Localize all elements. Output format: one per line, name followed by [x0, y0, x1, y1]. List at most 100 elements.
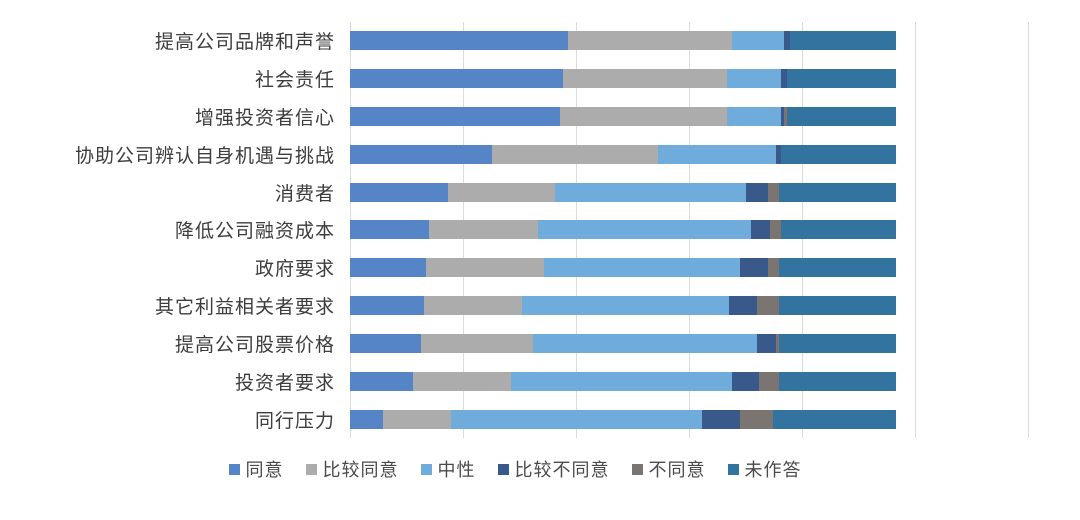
bar-segment-比较不同意 — [745, 182, 768, 202]
category-label: 社会责任 — [254, 70, 335, 92]
bar-segment-中性 — [451, 409, 703, 429]
bar-segment-未作答 — [789, 31, 896, 51]
bar-segment-比较同意 — [568, 31, 733, 51]
bar-segment-未作答 — [786, 69, 896, 89]
plot-area: 提高公司品牌和声誉社会责任增强投资者信心协助公司辨认自身机遇与挑战消费者降低公司… — [0, 22, 1029, 438]
legend-label: 未作答 — [744, 460, 802, 480]
bar-segment-同意 — [350, 144, 492, 164]
bar-segment-同意 — [350, 31, 569, 51]
bar-segment-比较不同意 — [740, 258, 768, 278]
chart-row: 降低公司融资成本 — [0, 211, 1028, 249]
bar-track — [350, 107, 1028, 127]
legend-swatch-icon — [497, 463, 509, 475]
bar-segment-中性 — [532, 333, 757, 353]
legend-swatch-icon — [727, 463, 739, 475]
bar-track — [350, 182, 1028, 202]
bar-segment-中性 — [726, 69, 782, 89]
bar-segment-同意 — [350, 409, 383, 429]
bar-segment-比较同意 — [382, 409, 451, 429]
category-label: 投资者要求 — [234, 372, 335, 394]
bar-segment-同意 — [350, 296, 424, 316]
bar-segment-中性 — [554, 182, 746, 202]
chart-row: 提高公司股票价格 — [0, 325, 1028, 363]
category-label: 消费者 — [274, 183, 335, 205]
legend-label: 不同意 — [648, 460, 706, 480]
bar-track — [350, 371, 1028, 391]
bar-segment-同意 — [350, 333, 421, 353]
bar-segment-比较同意 — [423, 296, 522, 316]
bar-segment-未作答 — [778, 333, 896, 353]
chart-row: 社会责任 — [0, 60, 1028, 98]
bar-segment-比较不同意 — [781, 69, 787, 89]
legend-swatch-icon — [228, 463, 240, 475]
chart-row: 消费者 — [0, 173, 1028, 211]
bar-segment-未作答 — [781, 220, 896, 240]
bar-segment-比较不同意 — [702, 409, 741, 429]
gridline — [914, 22, 916, 438]
legend-item-不同意: 不同意 — [631, 456, 706, 482]
bar-segment-未作答 — [778, 371, 896, 391]
bar-segment-不同意 — [756, 296, 779, 316]
bar-segment-比较同意 — [562, 69, 727, 89]
chart-row: 协助公司辨认自身机遇与挑战 — [0, 135, 1028, 173]
bar-track — [350, 333, 1028, 353]
bar-segment-不同意 — [767, 258, 779, 278]
chart-row: 政府要求 — [0, 249, 1028, 287]
bar-segment-比较不同意 — [775, 144, 782, 164]
bar-segment-比较不同意 — [732, 371, 760, 391]
bar-track — [350, 220, 1028, 240]
bar-segment-中性 — [511, 371, 733, 391]
bar-segment-比较不同意 — [751, 220, 771, 240]
chart-row: 增强投资者信心 — [0, 98, 1028, 136]
bar-segment-同意 — [350, 371, 413, 391]
bar-segment-同意 — [350, 107, 561, 127]
legend-item-同意: 同意 — [228, 456, 284, 482]
category-label: 降低公司融资成本 — [174, 221, 335, 243]
bar-segment-中性 — [543, 258, 741, 278]
gridline — [1028, 22, 1029, 438]
bar-track — [350, 31, 1028, 51]
legend-label: 比较不同意 — [514, 460, 610, 480]
bar-segment-不同意 — [784, 107, 787, 127]
chart-row: 提高公司品牌和声誉 — [0, 22, 1028, 60]
bar-segment-比较同意 — [420, 333, 533, 353]
category-label: 政府要求 — [254, 259, 335, 281]
bar-segment-中性 — [521, 296, 730, 316]
bar-segment-中性 — [538, 220, 752, 240]
bar-segment-比较不同意 — [781, 107, 785, 127]
chart-row: 同行压力 — [0, 400, 1028, 438]
bar-track — [350, 258, 1028, 278]
legend-item-比较不同意: 比较不同意 — [497, 456, 610, 482]
legend-item-中性: 中性 — [420, 456, 476, 482]
bar-segment-不同意 — [759, 371, 779, 391]
bar-segment-比较同意 — [448, 182, 555, 202]
bar-segment-中性 — [726, 107, 782, 127]
legend-label: 中性 — [437, 460, 476, 480]
bar-segment-未作答 — [786, 107, 896, 127]
legend-label: 比较同意 — [322, 460, 399, 480]
bar-track — [350, 144, 1028, 164]
bar-segment-同意 — [350, 258, 427, 278]
bar-segment-未作答 — [778, 296, 896, 316]
bar-segment-不同意 — [770, 220, 782, 240]
category-label: 协助公司辨认自身机遇与挑战 — [74, 145, 335, 167]
bar-segment-比较同意 — [560, 107, 727, 127]
bar-segment-比较同意 — [426, 258, 544, 278]
bar-track — [350, 69, 1028, 89]
bar-segment-比较同意 — [412, 371, 512, 391]
legend-swatch-icon — [420, 463, 432, 475]
legend: 同意 比较同意 中性 比较不同意 不同意 未作答 — [0, 456, 1030, 482]
bar-segment-未作答 — [778, 182, 896, 202]
bar-segment-不同意 — [740, 409, 774, 429]
bar-segment-未作答 — [781, 144, 896, 164]
bar-segment-中性 — [732, 31, 785, 51]
category-label: 同行压力 — [254, 410, 335, 432]
legend-label: 同意 — [245, 460, 284, 480]
bar-segment-同意 — [350, 69, 563, 89]
legend-swatch-icon — [631, 463, 643, 475]
bar-track — [350, 296, 1028, 316]
chart-row: 投资者要求 — [0, 362, 1028, 400]
category-label: 提高公司品牌和声誉 — [154, 32, 335, 54]
bar-segment-同意 — [350, 220, 430, 240]
